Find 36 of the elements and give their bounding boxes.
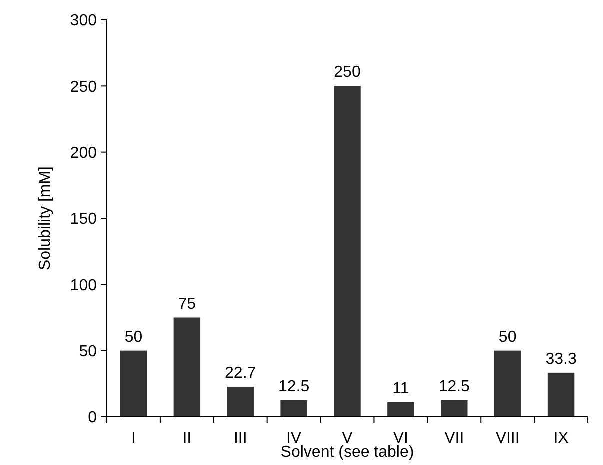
y-tick-label: 250 xyxy=(70,78,98,96)
bar xyxy=(334,86,361,417)
bar xyxy=(388,402,414,417)
x-tick-label: V xyxy=(342,430,354,447)
x-tick-label: IV xyxy=(286,430,302,447)
bar xyxy=(174,318,201,417)
data-label: 12.5 xyxy=(278,378,310,396)
x-tick-label: VI xyxy=(393,430,409,447)
bar xyxy=(120,350,148,417)
y-tick-label: 50 xyxy=(79,343,98,360)
data-label: 33.3 xyxy=(546,350,577,368)
bar xyxy=(227,386,254,417)
y-tick-label: 300 xyxy=(70,12,98,30)
x-axis-title: Solvent (see table) xyxy=(280,444,414,461)
y-tick-label: 200 xyxy=(70,144,98,162)
y-tick-label: 150 xyxy=(70,211,98,228)
data-label: 50 xyxy=(498,328,517,346)
y-axis-title: Solubility [mM] xyxy=(37,166,54,271)
bar xyxy=(548,372,575,417)
x-tick-label: VII xyxy=(444,430,464,447)
x-tick-label: I xyxy=(131,430,136,447)
x-tick-label: IX xyxy=(554,430,570,447)
y-tick-label: 0 xyxy=(88,410,98,427)
data-label: 75 xyxy=(178,296,196,313)
bar xyxy=(494,350,522,417)
data-label: 11 xyxy=(392,380,410,398)
data-label: 12.5 xyxy=(438,378,470,396)
x-tick-label: III xyxy=(234,430,248,447)
x-tick-label: VIII xyxy=(496,430,520,447)
bar xyxy=(280,400,308,417)
data-label: 22.7 xyxy=(225,364,256,382)
y-tick-label: 100 xyxy=(70,277,98,294)
data-label: 50 xyxy=(124,328,143,346)
data-label: 250 xyxy=(334,64,361,82)
x-tick-label: II xyxy=(182,430,192,447)
bar xyxy=(441,400,468,417)
